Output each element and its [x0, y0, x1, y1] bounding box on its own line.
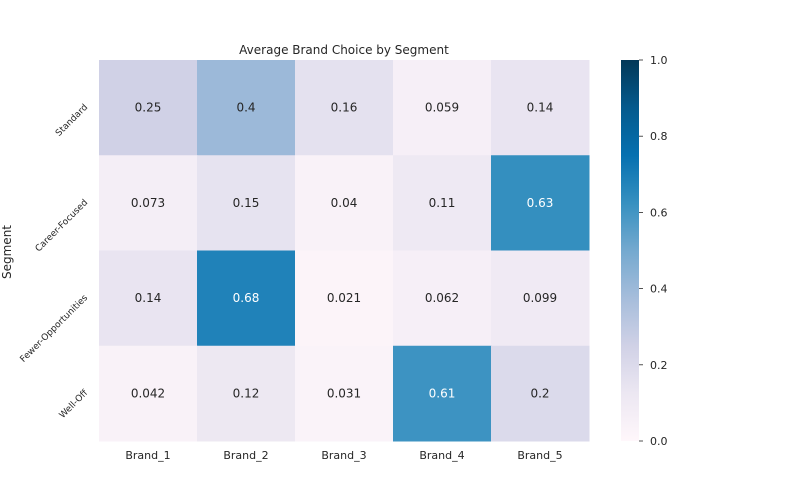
- cell-annotation: 0.14: [527, 101, 554, 115]
- heatmap-cell: [99, 345, 198, 442]
- cell-annotation: 0.031: [327, 386, 361, 400]
- heatmap-cell: [491, 345, 590, 442]
- cell-annotation: 0.4: [236, 101, 255, 115]
- y-axis-label: Segment: [0, 225, 14, 279]
- y-tick-label: Well-Off: [58, 388, 91, 421]
- heatmap-cell: [99, 60, 198, 156]
- heatmap-cell: [197, 60, 296, 156]
- heatmap-cell: [491, 60, 590, 156]
- cell-annotation: 0.059: [425, 101, 459, 115]
- cell-annotation: 0.042: [131, 386, 165, 400]
- x-tick-label: Brand_5: [517, 449, 562, 462]
- heatmap-cell: [491, 155, 590, 251]
- heatmap-cell: [393, 250, 492, 347]
- y-tick-labels: Standard Career-Focused Fewer-Opportunitie…: [19, 103, 91, 421]
- cell-annotation: 0.021: [327, 291, 361, 305]
- colorbar-tick-label: 1.0: [650, 54, 668, 67]
- heatmap-cell: [295, 345, 394, 442]
- cell-annotation: 0.099: [523, 291, 557, 305]
- x-tick-label: Brand_2: [223, 449, 268, 462]
- cell-annotation: 0.12: [233, 386, 260, 400]
- colorbar-tick-label: 0.2: [650, 359, 668, 372]
- colorbar-ticks: 0.0 0.2 0.4 0.6 0.8 1.0: [639, 54, 668, 448]
- heatmap-cell: [393, 345, 492, 442]
- heatmap-cell: [393, 155, 492, 251]
- cell-annotations: 0.25 0.4 0.16 0.059 0.14 0.073 0.15 0.04 0.11 0.6…: [131, 101, 557, 401]
- heatmap-cell: [197, 250, 296, 347]
- heatmap-cell: [393, 60, 492, 156]
- cell-annotation: 0.2: [530, 386, 549, 400]
- heatmap-cell: [99, 250, 198, 347]
- colorbar-tick-label: 0.6: [650, 206, 668, 219]
- cell-annotation: 0.25: [135, 101, 162, 115]
- colorbar-tick-label: 0.8: [650, 130, 668, 143]
- heatmap-cell: [99, 155, 198, 251]
- cell-annotation: 0.68: [233, 291, 260, 305]
- cell-annotation: 0.073: [131, 196, 165, 210]
- cell-annotation: 0.11: [429, 196, 456, 210]
- cell-annotation: 0.04: [331, 196, 358, 210]
- y-tick-label: Career-Focused: [34, 198, 90, 254]
- cell-annotation: 0.63: [527, 196, 554, 210]
- heatmap-cells: [99, 60, 590, 442]
- colorbar-tick-label: 0.4: [650, 283, 668, 296]
- x-tick-labels: Brand_1 Brand_2 Brand_3 Brand_4 Brand_5: [125, 449, 562, 462]
- chart-title: Average Brand Choice by Segment: [239, 43, 449, 57]
- heatmap-cell: [295, 60, 394, 156]
- heatmap-cell: [197, 345, 296, 442]
- y-tick-label: Fewer-Opportunities: [19, 293, 91, 365]
- y-tick-label: Standard: [54, 103, 90, 139]
- x-tick-label: Brand_4: [419, 449, 464, 462]
- heatmap-cell: [491, 250, 590, 347]
- heatmap-cell: [197, 155, 296, 251]
- x-tick-label: Brand_3: [321, 449, 366, 462]
- cell-annotation: 0.61: [429, 386, 456, 400]
- heatmap-cell: [295, 250, 394, 347]
- cell-annotation: 0.15: [233, 196, 260, 210]
- cell-annotation: 0.16: [331, 101, 358, 115]
- colorbar: [621, 60, 639, 441]
- heatmap-cell: [295, 155, 394, 251]
- cell-annotation: 0.14: [135, 291, 162, 305]
- x-tick-label: Brand_1: [125, 449, 170, 462]
- colorbar-tick-label: 0.0: [650, 435, 668, 448]
- cell-annotation: 0.062: [425, 291, 459, 305]
